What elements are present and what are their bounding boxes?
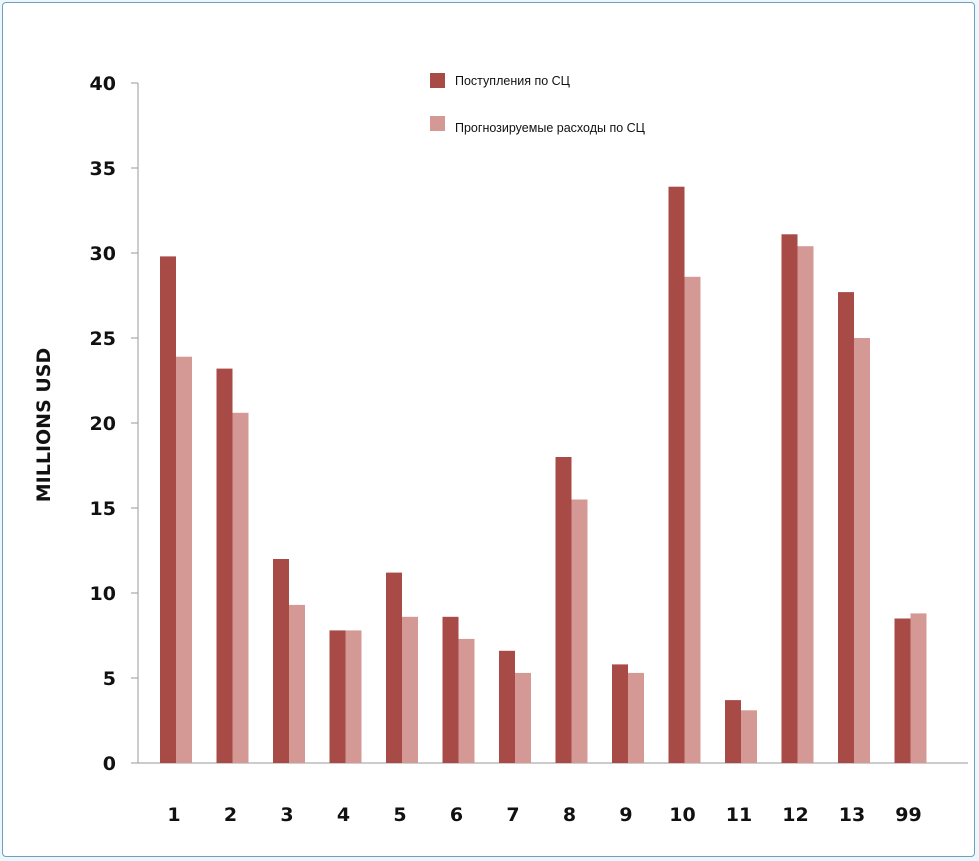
y-tick-label: 40 [90,73,116,95]
x-tick-label: 2 [224,804,237,826]
bar-revenue [725,700,741,763]
bar-revenue [838,292,854,763]
bar-revenue [273,559,289,763]
x-tick-label: 9 [619,804,632,826]
legend-swatch-expenses [430,116,445,131]
legend-swatch-revenue [430,73,445,88]
bar-expenses [515,672,531,763]
x-tick-label: 11 [726,804,752,826]
y-axis: 0 5 10 15 20 25 30 35 40 [90,73,139,775]
y-tick-label: 30 [90,243,116,265]
bar-expenses [741,710,757,763]
y-tick-label: 0 [103,753,116,775]
bar-expenses [176,356,192,763]
bar-revenue [612,664,628,763]
bar-expenses [571,499,588,763]
bar-revenue [442,616,459,763]
bar-revenue [894,618,911,763]
legend: Поступления по СЦ Прогнозируемые расходы… [430,73,646,135]
bar-expenses [345,630,362,763]
y-tick-label: 25 [90,328,116,350]
bar-revenue [781,234,798,764]
x-tick-label: 8 [563,804,576,826]
y-tick-label: 15 [90,498,116,520]
x-tick-label: 10 [669,804,695,826]
x-axis: 1 2 3 4 5 6 7 8 9 10 11 12 13 99 [138,762,968,826]
bar-expenses [684,276,701,763]
x-tick-label: 1 [167,804,180,826]
x-tick-label: 5 [393,804,406,826]
x-tick-label: 12 [782,804,808,826]
legend-label-expenses: Прогнозируемые расходы по СЦ [455,121,646,135]
bar-revenue [555,457,572,763]
bar-revenue [668,186,685,763]
legend-label-revenue: Поступления по СЦ [455,74,571,88]
x-tick-label: 7 [506,804,519,826]
y-tick-label: 35 [90,158,116,180]
y-tick-label: 20 [90,413,116,435]
bar-expenses [402,616,418,763]
bar-revenue [386,572,402,763]
bar-expenses [910,613,927,763]
x-tick-label: 99 [895,804,921,826]
x-tick-label: 13 [839,804,865,826]
y-axis-label: MILLIONS USD [33,348,55,503]
bar-expenses [458,638,475,763]
x-tick-label: 4 [337,804,350,826]
bar-expenses [854,338,870,763]
bar-revenue [216,368,233,763]
x-tick-label: 6 [450,804,463,826]
bars [160,186,927,764]
bar-expenses [289,604,305,763]
bar-expenses [628,672,644,763]
bar-expenses [797,246,814,763]
bar-revenue [160,256,176,763]
y-tick-label: 5 [103,668,116,690]
y-tick-label: 10 [90,583,116,605]
bar-expenses [232,412,249,763]
bar-revenue [329,630,346,763]
x-tick-label: 3 [280,804,293,826]
bar-revenue [499,650,515,763]
